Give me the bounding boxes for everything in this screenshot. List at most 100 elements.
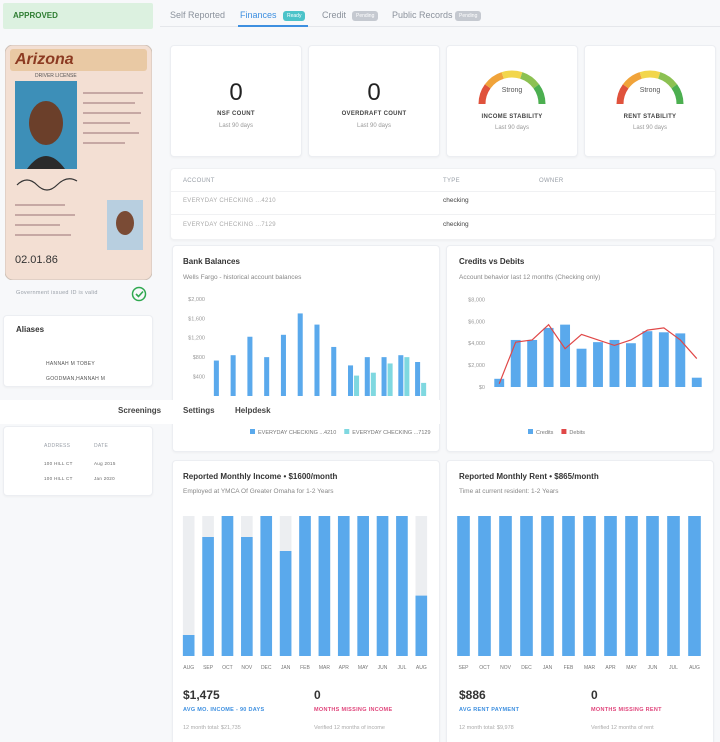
x-tick-label: MAY: [358, 665, 369, 671]
gauge-arc: [501, 70, 523, 79]
stat-period: Last 90 days: [218, 123, 254, 129]
x-tick-label: NOV: [500, 665, 512, 671]
gauge-arc: [616, 84, 629, 105]
tab-badge: Pending: [352, 11, 379, 21]
bar: [221, 516, 234, 656]
bar: [348, 365, 354, 396]
address-header: DATE: [94, 443, 109, 449]
stat-card: 0 OVERDRAFT COUNT Last 90 days: [308, 45, 440, 157]
gauge-arc: [622, 72, 643, 89]
bar: [415, 595, 428, 656]
bar: [376, 516, 389, 656]
chart: AUG SEP OCT NOV DEC JAN FEB MAR APR MAY JUN JUL AUG: [182, 516, 428, 671]
bar: [354, 375, 360, 396]
bar: [182, 635, 195, 656]
legend-swatch: [344, 429, 350, 434]
stat-card: 0 NSF COUNT Last 90 days: [170, 45, 302, 157]
gauge-arc: [484, 72, 505, 89]
legend-label: Credits: [536, 430, 554, 436]
y-tick-label: $1,600: [188, 316, 205, 322]
bar: [510, 339, 521, 387]
tab[interactable]: Finances: [240, 10, 277, 20]
chart-subtitle: Employed at YMCA Of Greater Omaha for 1-…: [183, 488, 334, 495]
chart: SEP OCT NOV DEC JAN FEB MAR APR MAY JUN JUL AUG: [457, 516, 701, 671]
valid-icon: [131, 286, 147, 302]
account-name: EVERYDAY CHECKING ...7129: [183, 222, 276, 228]
legend-label: Debits: [569, 430, 585, 436]
bar: [642, 331, 653, 387]
x-tick-label: SEP: [458, 665, 469, 671]
nav-link[interactable]: Helpdesk: [235, 406, 271, 415]
bar: [230, 355, 236, 396]
stat-value: 0: [229, 79, 243, 106]
nav-link[interactable]: Screenings: [118, 406, 162, 415]
tab[interactable]: Credit: [322, 10, 347, 20]
table-header: TYPE: [443, 178, 460, 184]
stat-period: Last 90 days: [494, 125, 530, 131]
x-tick-label: JUL: [397, 665, 406, 671]
stat-period: Last 90 days: [632, 125, 668, 131]
y-tick-label: $1,200: [188, 336, 205, 342]
x-tick-label: AUG: [183, 665, 194, 671]
stat-value: 0: [367, 79, 381, 106]
bar: [541, 516, 554, 656]
bar: [264, 357, 270, 396]
bar: [593, 342, 603, 387]
bar: [280, 334, 286, 396]
gauge-arc: [533, 84, 546, 105]
bar: [241, 537, 253, 656]
address: 100 HILL CT: [44, 476, 73, 481]
x-tick-label: APR: [339, 665, 350, 671]
chart-title: Bank Balances: [183, 257, 240, 266]
x-tick-label: SEP: [203, 665, 214, 671]
bar: [404, 357, 410, 396]
id-card: Arizona DRIVER LICENSE 02.01.86: [5, 45, 152, 280]
chart-title: Reported Monthly Income • $1600/month: [183, 472, 338, 481]
y-tick-label: $2,000: [188, 297, 205, 303]
bar: [560, 324, 571, 387]
bar: [691, 377, 702, 387]
summary-note: 12 month total: $21,735: [183, 725, 241, 731]
bar: [675, 333, 686, 387]
bar: [415, 362, 421, 396]
tab-badge: Pending: [455, 11, 482, 21]
stat-label: NSF COUNT: [217, 111, 255, 117]
bar-track: [182, 516, 195, 656]
x-tick-label: OCT: [479, 665, 490, 671]
bar: [279, 551, 292, 656]
gauge-arc: [519, 72, 540, 89]
bar: [247, 336, 253, 396]
x-tick-label: JAN: [543, 665, 553, 671]
tab-underline: [238, 25, 308, 27]
summary-value: 0: [591, 688, 598, 702]
stat-period: Last 90 days: [356, 123, 392, 129]
tab-badge: Ready: [283, 11, 306, 21]
tab[interactable]: Self Reported: [170, 10, 226, 20]
chart-card: Credits vs Debits Account behavior last …: [446, 245, 714, 452]
summary-note: Verified 12 months of rent: [591, 725, 654, 731]
x-tick-label: OCT: [222, 665, 233, 671]
id-state: Arizona: [14, 51, 74, 68]
stat-label: OVERDRAFT COUNT: [341, 111, 407, 117]
address-header: ADDRESS: [44, 443, 71, 449]
account-type: checking: [443, 197, 469, 204]
bar: [299, 516, 311, 656]
address: 100 HILL CT: [44, 461, 73, 466]
line: [498, 323, 698, 384]
bar: [604, 516, 617, 656]
tab[interactable]: Public Records: [392, 10, 453, 20]
stat-label: RENT STABILITY: [623, 114, 677, 120]
gauge: [478, 70, 546, 105]
chart-subtitle: Time at current resident: 1-2 Years: [459, 488, 559, 495]
bar: [364, 357, 370, 396]
nav-link[interactable]: Settings: [183, 406, 215, 415]
y-tick-label: $2,000: [468, 363, 485, 369]
bar: [576, 348, 587, 387]
legend-swatch: [250, 429, 255, 434]
bar: [583, 516, 596, 656]
id-dob: 02.01.86: [15, 254, 58, 266]
bar: [646, 516, 659, 656]
stat-label: INCOME STABILITY: [481, 114, 543, 120]
bar: [297, 313, 303, 396]
